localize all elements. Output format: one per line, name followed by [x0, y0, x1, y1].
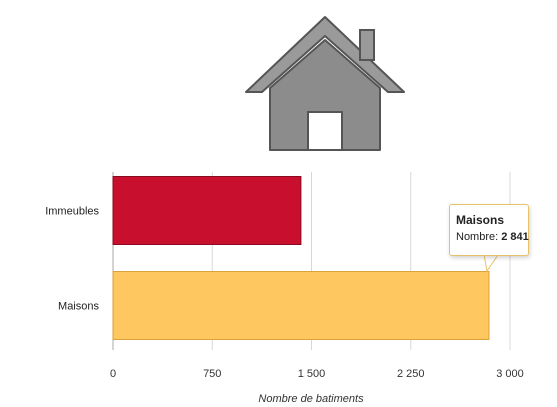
x-tick-label: 3 000: [496, 368, 524, 380]
tooltip-label: Nombre:: [456, 231, 502, 243]
bar-maisons[interactable]: [112, 271, 490, 340]
category-label: Maisons: [58, 301, 99, 313]
x-tick-label: 750: [203, 368, 221, 380]
x-axis-title: Nombre de batiments: [258, 393, 364, 405]
tooltip-value-line: Nombre: 2 841: [456, 231, 529, 243]
x-tick-label: 1 500: [298, 368, 326, 380]
tooltip-value: 2 841: [501, 231, 529, 243]
house-icon: [245, 16, 405, 151]
bar-immeubles[interactable]: [112, 176, 302, 245]
tooltip-title: Maisons: [456, 213, 505, 227]
category-label: Immeubles: [45, 206, 99, 218]
tooltip-pointer: [484, 255, 499, 273]
tooltip: Maisons Nombre: 2 841: [449, 204, 529, 256]
x-tick-label: 2 250: [397, 368, 425, 380]
x-tick-label: 0: [110, 368, 116, 380]
